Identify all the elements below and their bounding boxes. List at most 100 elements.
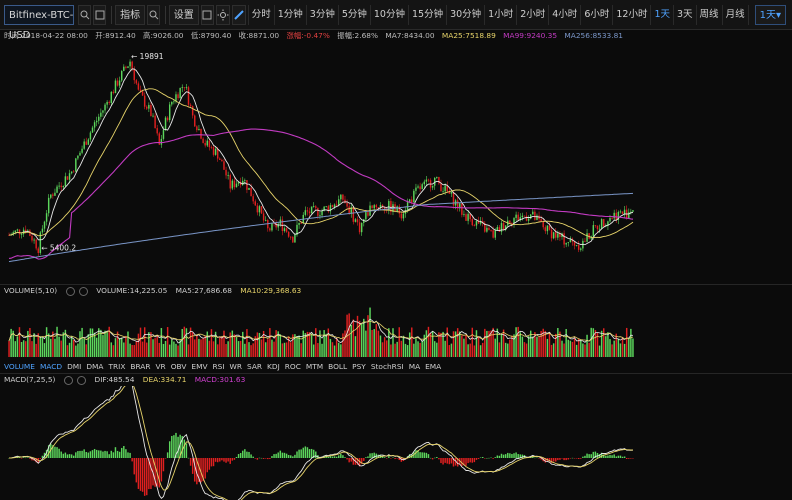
indicator-tab-volume[interactable]: VOLUME <box>4 362 35 371</box>
indicator-tab-boll[interactable]: BOLL <box>328 362 348 371</box>
indicator-tab-obv[interactable]: OBV <box>170 362 187 371</box>
macd-histogram-bar <box>83 449 85 458</box>
candle-body <box>317 208 319 216</box>
macd-histogram-bar <box>333 456 336 458</box>
candle-body <box>83 141 85 149</box>
macd-histogram-bar <box>191 458 194 474</box>
indicator-tab-psy[interactable]: PSY <box>352 362 366 371</box>
indicator-tab-sar[interactable]: SAR <box>247 362 263 371</box>
period-tab-8[interactable]: 2小时 <box>517 4 550 25</box>
settings-button[interactable]: 设置 <box>168 4 199 25</box>
indicator-tab-ema[interactable]: EMA <box>425 362 442 371</box>
volume-bar <box>312 344 315 357</box>
macd-histogram-bar <box>244 449 246 458</box>
period-tab-1[interactable]: 1分钟 <box>275 4 307 25</box>
volume-bar <box>406 345 409 357</box>
volume-bar <box>408 332 411 357</box>
indicators-button[interactable]: 指标 <box>115 4 146 25</box>
indicator-tab-vr[interactable]: VR <box>155 362 166 371</box>
indicator-tab-rsi[interactable]: RSI <box>212 362 225 371</box>
indicator-tab-trix[interactable]: TRIX <box>108 362 126 371</box>
search-icon[interactable] <box>78 4 92 25</box>
current-period-dropdown[interactable]: 1天▾ <box>754 4 786 25</box>
macd-histogram-bar <box>41 455 44 458</box>
candlestick-chart[interactable]: ← 19891 ← 5400.2 <box>0 42 792 282</box>
period-tab-3[interactable]: 5分钟 <box>339 4 371 25</box>
candle-body <box>68 173 71 180</box>
period-tab-4[interactable]: 10分钟 <box>371 4 409 25</box>
macd-histogram-bar <box>125 449 127 458</box>
period-tab-12[interactable]: 1天 <box>651 4 674 25</box>
candle-body <box>603 219 605 227</box>
indicator-tab-emv[interactable]: EMV <box>191 362 208 371</box>
pencil-icon[interactable] <box>231 4 246 25</box>
candle-body <box>486 227 488 232</box>
volume-bar <box>175 343 177 357</box>
indicator-tab-roc[interactable]: ROC <box>284 362 301 371</box>
period-tab-2[interactable]: 3分钟 <box>307 4 339 25</box>
close-icon[interactable] <box>77 375 87 385</box>
candle-body <box>540 219 542 222</box>
volume-bar <box>202 337 204 357</box>
macd-histogram-bar <box>302 447 304 458</box>
candle-body <box>521 215 524 218</box>
symbol-selector[interactable]: Bitfinex-BTC-USD <box>4 4 75 41</box>
volume-bar <box>135 341 138 357</box>
candle-body <box>20 234 23 235</box>
macd-histogram-bar <box>237 454 240 458</box>
volume-bar <box>321 343 323 357</box>
macd-histogram-bar <box>95 449 98 458</box>
volume-bar <box>502 329 505 357</box>
candle-body <box>104 104 106 111</box>
period-tab-11[interactable]: 12小时 <box>613 4 652 25</box>
macd-chart[interactable] <box>0 386 792 500</box>
candle-body <box>79 152 81 156</box>
volume-ma5-line <box>8 318 634 344</box>
period-tab-14[interactable]: 周线 <box>697 4 723 25</box>
period-tab-5[interactable]: 15分钟 <box>409 4 448 25</box>
macd-histogram-bar <box>18 457 21 459</box>
macd-histogram-bar <box>436 456 438 458</box>
period-tab-7[interactable]: 1小时 <box>485 4 518 25</box>
volume-bar <box>25 341 27 357</box>
macd-histogram-bar <box>352 458 355 465</box>
indicator-tab-kdj[interactable]: KDJ <box>267 362 280 371</box>
indicator-tab-ma[interactable]: MA <box>408 362 421 371</box>
volume-chart[interactable] <box>0 297 792 359</box>
settings-gear-icon[interactable] <box>65 286 75 296</box>
indicator-tab-macd[interactable]: MACD <box>39 362 63 371</box>
close-icon[interactable] <box>78 286 88 296</box>
indicator-tab-wr[interactable]: WR <box>229 362 242 371</box>
macd-histogram-bar <box>557 458 559 461</box>
macd-histogram-bar <box>619 455 622 458</box>
candle-body <box>333 204 336 207</box>
macd-histogram-bar <box>423 452 426 458</box>
settings-gear-icon[interactable] <box>63 375 73 385</box>
period-tab-9[interactable]: 4小时 <box>549 4 582 25</box>
candle-body <box>93 122 96 128</box>
period-tab-0[interactable]: 分时 <box>249 4 275 25</box>
indicator-tab-stochrsi[interactable]: StochRSI <box>370 362 404 371</box>
volume-bar <box>273 341 275 357</box>
period-tab-13[interactable]: 3天 <box>674 4 697 25</box>
candle-body <box>120 70 123 81</box>
sun-icon[interactable] <box>215 4 230 25</box>
indicator-tab-mtm[interactable]: MTM <box>305 362 324 371</box>
macd-histogram-bar <box>481 456 484 458</box>
indicator-tab-brar[interactable]: BRAR <box>130 362 151 371</box>
volume-bar <box>296 336 298 357</box>
period-tab-6[interactable]: 30分钟 <box>447 4 486 25</box>
candle-body <box>62 185 65 188</box>
volume-bar <box>475 330 478 357</box>
search-icon[interactable] <box>147 4 161 25</box>
fullscreen-icon[interactable] <box>93 4 107 25</box>
indicator-tab-dmi[interactable]: DMI <box>67 362 82 371</box>
period-tab-15[interactable]: 月线 <box>723 4 749 25</box>
candle-body <box>427 179 430 181</box>
macd-histogram-bar <box>552 458 555 462</box>
fullscreen-icon[interactable] <box>200 4 214 25</box>
period-tab-10[interactable]: 6小时 <box>581 4 614 25</box>
candle-body <box>442 191 444 193</box>
indicator-tab-dma[interactable]: DMA <box>86 362 104 371</box>
macd-histogram-bar <box>315 451 317 458</box>
